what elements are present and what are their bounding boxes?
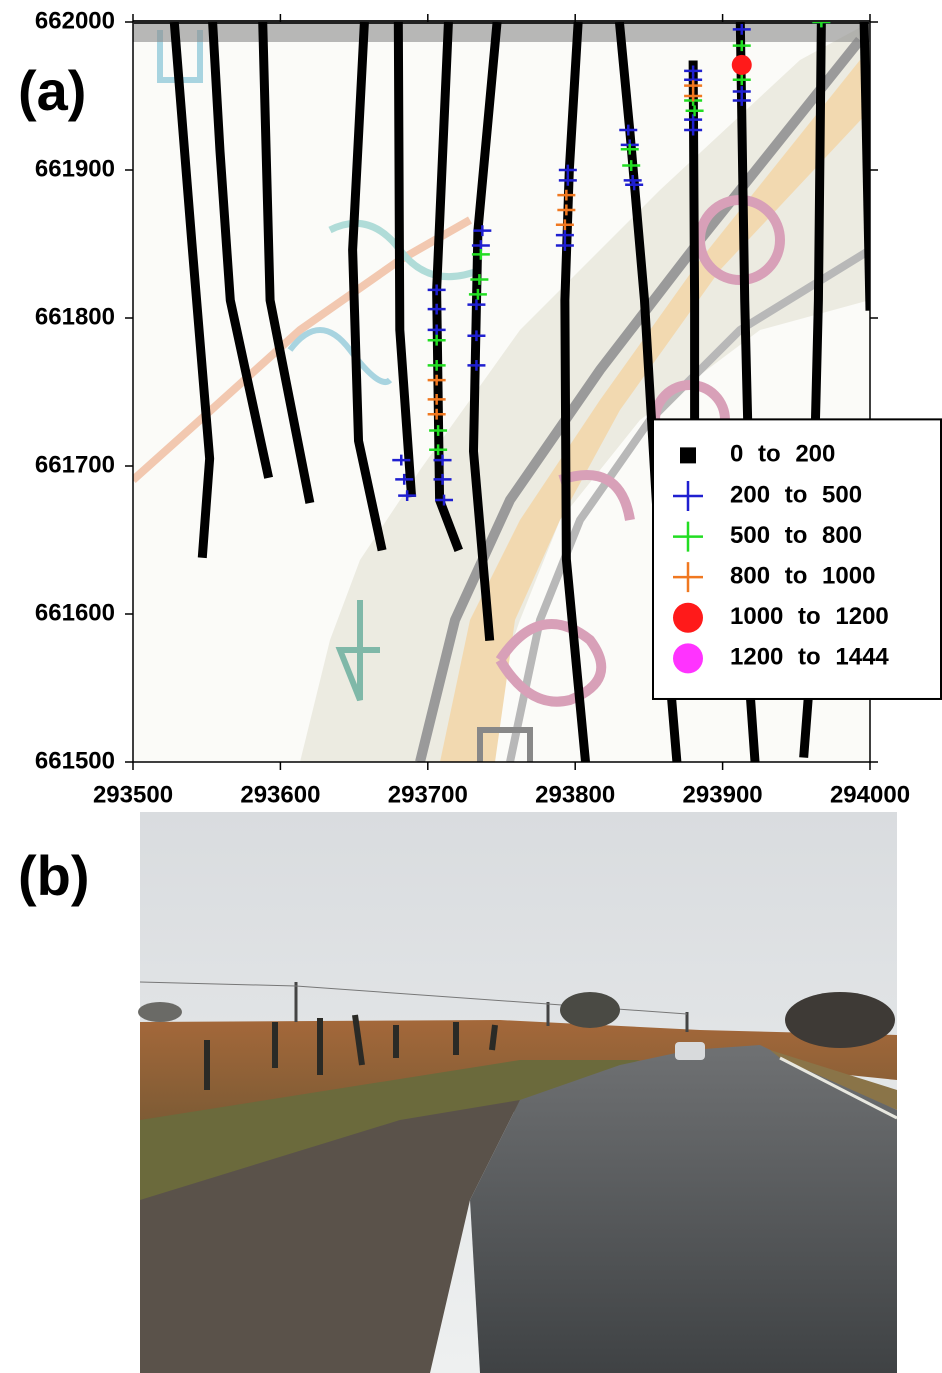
cross-marker xyxy=(473,225,492,237)
x-tick-label: 293700 xyxy=(388,781,468,808)
track-line xyxy=(348,22,387,552)
track-line xyxy=(432,22,463,552)
cross-marker xyxy=(427,334,446,346)
cross-marker xyxy=(625,179,644,191)
cross-marker xyxy=(433,473,452,485)
cross-marker xyxy=(732,95,751,106)
cross-marker xyxy=(684,124,703,136)
cross-marker xyxy=(467,330,486,342)
x-tick-label: 293500 xyxy=(93,781,173,808)
cross-marker xyxy=(427,374,446,386)
cross-marker xyxy=(470,274,489,285)
legend-label: 0 to 200 xyxy=(730,441,835,468)
track-line xyxy=(208,22,274,479)
legend-marker xyxy=(673,480,703,511)
legend-marker xyxy=(673,562,703,593)
legend-label: 1200 to 1444 xyxy=(730,644,889,671)
cross-marker xyxy=(555,240,574,251)
legend-label: 800 to 1000 xyxy=(730,563,875,590)
cross-marker xyxy=(622,160,641,171)
cross-marker xyxy=(433,454,452,466)
legend-marker xyxy=(673,643,703,674)
photo xyxy=(138,812,898,1373)
legend-marker xyxy=(673,521,703,552)
cross-marker xyxy=(427,394,446,405)
y-tick-label: 661700 xyxy=(35,451,115,478)
y-tick-label: 661600 xyxy=(35,599,115,626)
cross-marker xyxy=(427,303,446,315)
cross-marker xyxy=(467,299,486,311)
cross-marker xyxy=(684,80,703,92)
legend-label: 200 to 500 xyxy=(730,481,862,508)
cross-marker xyxy=(427,359,446,371)
cross-marker xyxy=(812,22,831,28)
cross-marker xyxy=(685,105,704,117)
cross-marker xyxy=(427,324,446,336)
cross-marker xyxy=(467,359,486,371)
cross-marker xyxy=(435,494,454,506)
cross-marker xyxy=(619,124,638,136)
track-line xyxy=(393,22,417,498)
legend-label: 1000 to 1200 xyxy=(730,603,889,630)
panel-label: (b) xyxy=(18,844,90,907)
y-tick-label: 661800 xyxy=(35,303,115,330)
cross-marker xyxy=(427,284,446,296)
cross-marker xyxy=(732,40,751,52)
x-tick-label: 293900 xyxy=(683,781,763,808)
cross-marker xyxy=(558,164,577,176)
x-tick-label: 293600 xyxy=(240,781,320,808)
track-line xyxy=(859,22,870,311)
cross-marker xyxy=(471,248,490,260)
cross-marker xyxy=(557,189,576,201)
cross-marker xyxy=(558,174,577,186)
y-tick-label: 661900 xyxy=(35,155,115,182)
y-tick-label: 661500 xyxy=(35,747,115,774)
legend-marker xyxy=(680,447,696,464)
track-line xyxy=(688,60,700,421)
cross-marker xyxy=(684,90,703,102)
dot-marker xyxy=(731,54,752,75)
cross-marker xyxy=(429,425,448,436)
y-tick-label: 662000 xyxy=(35,7,115,34)
panel-label: (a) xyxy=(18,59,86,122)
cross-marker xyxy=(620,143,639,155)
cross-marker xyxy=(557,204,576,216)
cross-marker xyxy=(732,74,751,86)
cross-marker xyxy=(429,444,448,456)
x-tick-label: 293800 xyxy=(535,781,615,808)
track-line xyxy=(169,22,215,559)
track-line xyxy=(560,22,590,762)
cross-marker xyxy=(555,229,574,241)
cross-marker xyxy=(398,490,417,501)
cross-marker xyxy=(684,114,703,126)
cross-marker xyxy=(468,288,487,300)
legend-marker xyxy=(673,602,703,633)
cross-marker xyxy=(732,24,751,35)
x-tick-label: 294000 xyxy=(830,781,910,808)
track-line xyxy=(258,22,315,504)
cross-marker xyxy=(427,408,446,420)
cross-marker xyxy=(395,473,414,485)
cross-marker xyxy=(555,219,574,231)
legend-label: 500 to 800 xyxy=(730,522,862,549)
cross-marker xyxy=(392,454,411,466)
